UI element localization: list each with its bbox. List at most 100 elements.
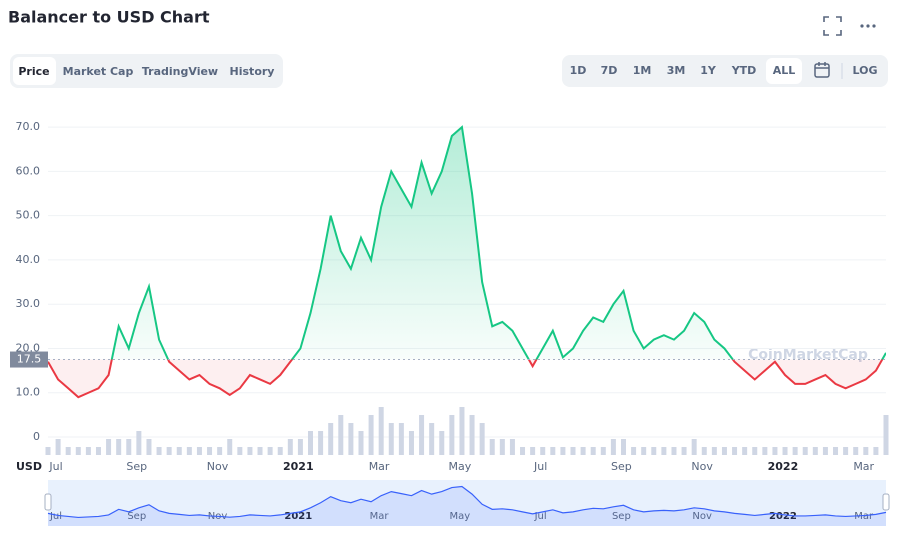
navigator[interactable] <box>48 480 886 526</box>
volume-bar <box>368 415 374 455</box>
volume-bar <box>620 439 626 455</box>
volume-bar <box>520 447 526 455</box>
fullscreen-icon[interactable] <box>823 16 842 36</box>
volume-bar <box>560 447 566 455</box>
volume-bar <box>701 447 707 455</box>
y-tick-label: 0 <box>33 430 40 443</box>
volume-bar <box>631 447 637 455</box>
navigator-label: Mar <box>370 511 390 522</box>
y-tick-label: 30.0 <box>16 297 41 310</box>
volume-bar <box>156 447 162 455</box>
volume-bar <box>833 447 839 455</box>
volume-bar <box>136 431 142 455</box>
volume-bar <box>721 447 727 455</box>
volume-bar <box>419 415 425 455</box>
range-button[interactable]: 3M <box>667 64 686 77</box>
x-tick-label: May <box>448 460 471 473</box>
volume-bar <box>812 447 818 455</box>
area-up <box>48 127 886 360</box>
y-tick-label: 40.0 <box>16 253 41 266</box>
volume-bar <box>378 407 384 455</box>
x-tick-label: Sep <box>611 460 632 473</box>
volume-bar <box>459 407 465 455</box>
volume-bar <box>277 447 283 455</box>
volume-bar <box>843 447 849 455</box>
volume-bar <box>247 447 253 455</box>
navigator-label: 2021 <box>284 511 312 522</box>
volume-bar <box>792 447 798 455</box>
title: Balancer to USD Chart <box>8 8 210 27</box>
volume-bar <box>580 447 586 455</box>
volume-bar <box>651 447 657 455</box>
navigator-label: Mar <box>854 511 874 522</box>
volume-bar <box>469 415 475 455</box>
volume-bar <box>308 431 314 455</box>
volume-bar <box>237 447 243 455</box>
volume-bar <box>358 431 364 455</box>
volume-bar <box>782 447 788 455</box>
volume-bar <box>338 415 344 455</box>
x-tick-label: Sep <box>126 460 147 473</box>
currency-label: USD <box>16 460 42 473</box>
navigator-label: Sep <box>127 511 146 522</box>
tab[interactable]: Market Cap <box>63 65 134 78</box>
navigator-label: Jul <box>534 511 547 522</box>
navigator-label: 2022 <box>769 511 797 522</box>
range-button[interactable]: 1D <box>570 64 587 77</box>
volume-bar <box>691 439 697 455</box>
volume-bar <box>297 439 303 455</box>
volume-bar <box>388 423 394 455</box>
range-group <box>562 55 888 87</box>
range-button[interactable]: 7D <box>601 64 618 77</box>
navigator-label: Sep <box>612 511 631 522</box>
volume-bar <box>65 447 71 455</box>
more-icon[interactable] <box>860 24 876 28</box>
volume-bar <box>207 447 213 455</box>
y-tick-label: 70.0 <box>16 120 41 133</box>
volume-bar <box>257 447 263 455</box>
volume-bar <box>95 447 101 455</box>
volume-bar <box>186 447 192 455</box>
volume-bar <box>449 415 455 455</box>
volume-bar <box>509 439 515 455</box>
range-button[interactable]: 1M <box>633 64 652 77</box>
range-button[interactable]: ALL <box>773 64 796 77</box>
range-button[interactable]: 1Y <box>700 64 717 77</box>
volume-bar <box>45 447 51 455</box>
volume-bar <box>742 447 748 455</box>
area-down <box>48 359 883 398</box>
volume-bar <box>661 447 667 455</box>
tab[interactable]: Price <box>18 65 49 78</box>
tab[interactable]: History <box>230 65 275 78</box>
volume-bar <box>499 439 505 455</box>
volume-bar <box>600 447 606 455</box>
volume-bar <box>550 447 556 455</box>
volume-bar <box>752 447 758 455</box>
volume-bar <box>196 447 202 455</box>
volume-bar <box>126 439 132 455</box>
volume-bar <box>75 447 81 455</box>
range-button[interactable]: YTD <box>731 64 757 77</box>
navigator-label: May <box>450 511 471 522</box>
calendar-icon[interactable] <box>814 62 830 78</box>
navigator-handle[interactable] <box>882 493 890 511</box>
volume-bar <box>398 423 404 455</box>
volume-bar <box>166 447 172 455</box>
volume-bar <box>429 423 435 455</box>
log-button[interactable]: LOG <box>853 64 878 77</box>
volume-bar <box>822 447 828 455</box>
tab-active <box>13 57 56 85</box>
navigator-area <box>48 486 886 526</box>
volume-bar <box>146 439 152 455</box>
tab-group <box>10 54 283 88</box>
y-tick-label: 50.0 <box>16 209 41 222</box>
navigator-handle[interactable] <box>44 493 52 511</box>
tab[interactable]: TradingView <box>142 65 218 78</box>
range-active <box>766 58 802 84</box>
volume-bar <box>570 447 576 455</box>
volume-bar <box>590 447 596 455</box>
price-line-down <box>48 359 884 399</box>
volume-bar <box>671 447 677 455</box>
navigator-line <box>47 485 887 519</box>
